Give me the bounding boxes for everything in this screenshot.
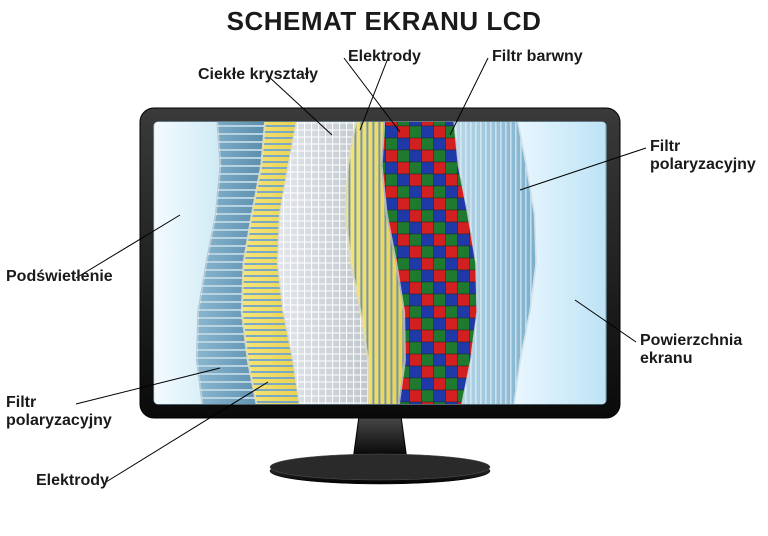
label-elec_top: Elektrody	[348, 48, 421, 66]
diagram-root: SCHEMAT EKRANU LCD PodświetlenieFiltrpol…	[0, 0, 768, 536]
diagram-svg	[0, 0, 768, 536]
label-surface: Powierzchniaekranu	[640, 332, 742, 369]
label-lc: Ciekłe kryształy	[198, 66, 318, 84]
label-backlight: Podświetlenie	[6, 268, 113, 286]
label-pol1: Filtrpolaryzacyjny	[6, 394, 112, 431]
label-cfilter: Filtr barwny	[492, 48, 583, 66]
label-elec_bot: Elektrody	[36, 472, 109, 490]
label-pol2: Filtrpolaryzacyjny	[650, 138, 756, 175]
